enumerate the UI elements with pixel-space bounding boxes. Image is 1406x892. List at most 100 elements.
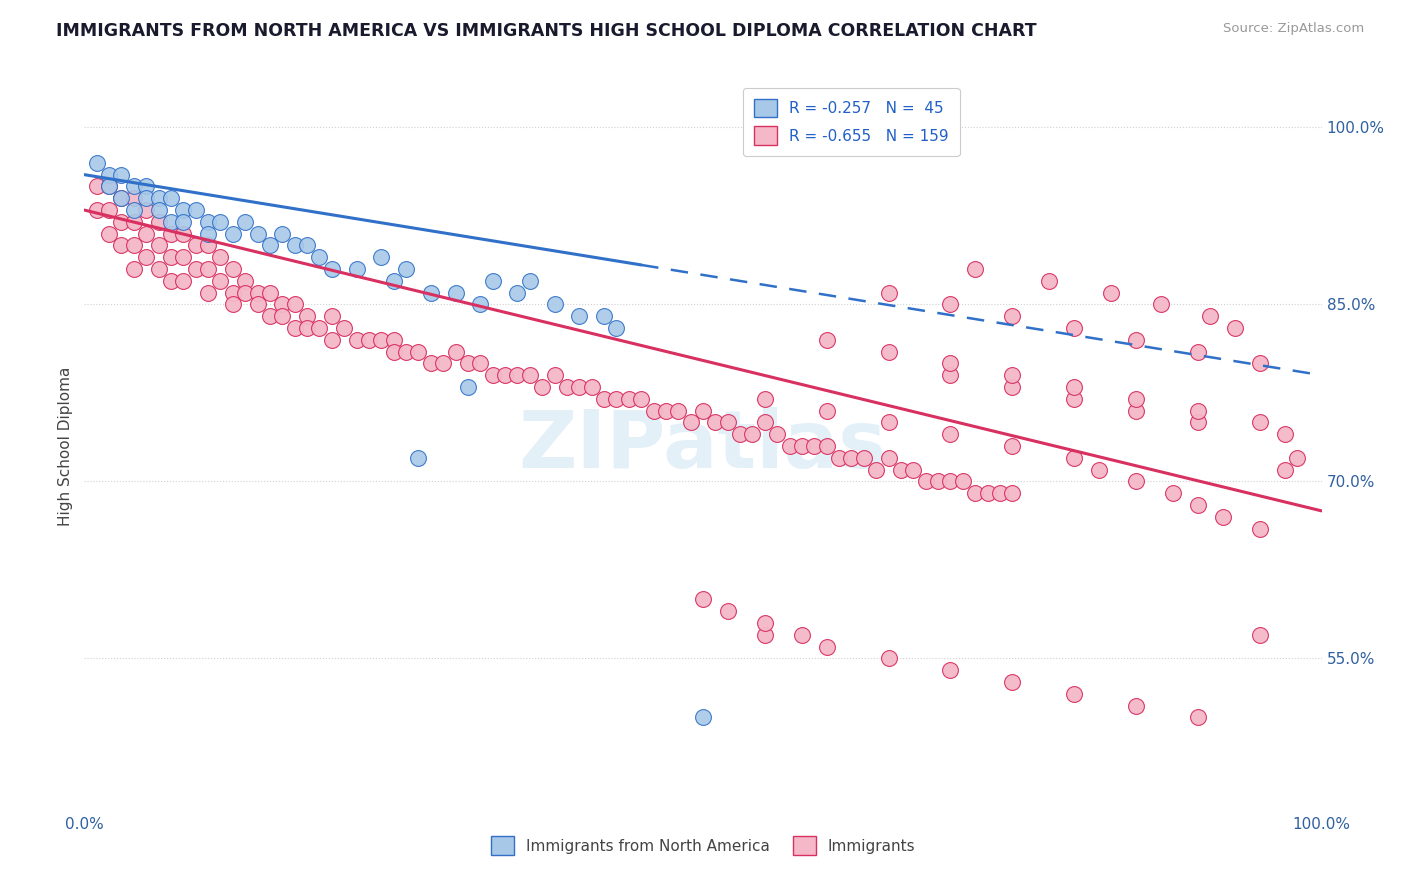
Point (357, 333, 380, 347)
Point (184, 202, 207, 217)
Point (233, 274, 256, 288)
Point (766, 427, 789, 442)
Point (754, 615, 776, 630)
Point (98, 179, 121, 194)
Point (470, 297, 492, 311)
Point (233, 285, 256, 300)
Point (382, 274, 405, 288)
Point (222, 297, 245, 311)
Point (790, 628, 813, 642)
Point (965, 262, 987, 277)
Point (86, 202, 108, 217)
Point (754, 416, 776, 430)
Point (172, 274, 194, 288)
Point (222, 227, 245, 241)
Point (1150, 297, 1173, 311)
Point (457, 356, 479, 370)
Point (259, 310, 281, 324)
Point (122, 262, 145, 277)
Point (1063, 321, 1085, 335)
Point (148, 202, 170, 217)
Point (1001, 675, 1024, 690)
Point (717, 416, 740, 430)
Point (754, 628, 776, 642)
Point (543, 368, 565, 383)
Point (395, 344, 418, 359)
Point (506, 285, 529, 300)
Point (457, 380, 479, 394)
Point (110, 168, 132, 182)
Point (110, 215, 132, 229)
Point (1125, 475, 1147, 489)
Point (148, 262, 170, 277)
Point (815, 403, 838, 417)
Point (939, 663, 962, 677)
Point (246, 227, 269, 241)
Point (531, 380, 554, 394)
Point (86, 156, 108, 170)
Point (295, 310, 318, 324)
Point (184, 238, 207, 252)
Point (148, 191, 170, 205)
Point (395, 262, 418, 277)
Point (271, 310, 294, 324)
Point (271, 297, 294, 311)
Point (86, 179, 108, 194)
Point (1249, 356, 1271, 370)
Point (728, 427, 751, 442)
Point (259, 285, 281, 300)
Point (692, 710, 714, 724)
Point (1099, 285, 1122, 300)
Point (209, 274, 232, 288)
Point (321, 310, 343, 324)
Point (779, 439, 801, 453)
Point (939, 427, 962, 442)
Point (135, 202, 157, 217)
Point (865, 462, 887, 476)
Point (172, 227, 194, 241)
Point (828, 450, 851, 465)
Point (1187, 344, 1209, 359)
Text: ZIPatlas: ZIPatlas (519, 407, 887, 485)
Point (172, 250, 194, 264)
Point (295, 238, 318, 252)
Point (717, 604, 740, 618)
Point (1063, 392, 1085, 406)
Point (148, 238, 170, 252)
Point (110, 238, 132, 252)
Point (1285, 450, 1308, 465)
Point (284, 238, 307, 252)
Point (593, 310, 616, 324)
Point (1063, 380, 1085, 394)
Point (172, 202, 194, 217)
Point (1001, 310, 1024, 324)
Point (419, 356, 441, 370)
Point (122, 179, 145, 194)
Point (246, 297, 269, 311)
Point (209, 250, 232, 264)
Point (877, 285, 900, 300)
Point (1187, 498, 1209, 512)
Point (246, 285, 269, 300)
Point (122, 238, 145, 252)
Point (284, 321, 307, 335)
Point (976, 486, 998, 500)
Point (1249, 522, 1271, 536)
Text: Source: ZipAtlas.com: Source: ZipAtlas.com (1223, 22, 1364, 36)
Point (346, 262, 368, 277)
Point (965, 486, 987, 500)
Point (382, 333, 405, 347)
Point (135, 191, 157, 205)
Point (135, 250, 157, 264)
Point (408, 344, 430, 359)
Point (284, 297, 307, 311)
Point (741, 427, 763, 442)
Point (555, 380, 578, 394)
Point (432, 356, 454, 370)
Point (841, 450, 863, 465)
Point (519, 274, 541, 288)
Point (1274, 462, 1296, 476)
Point (914, 475, 936, 489)
Point (481, 274, 503, 288)
Point (1088, 462, 1111, 476)
